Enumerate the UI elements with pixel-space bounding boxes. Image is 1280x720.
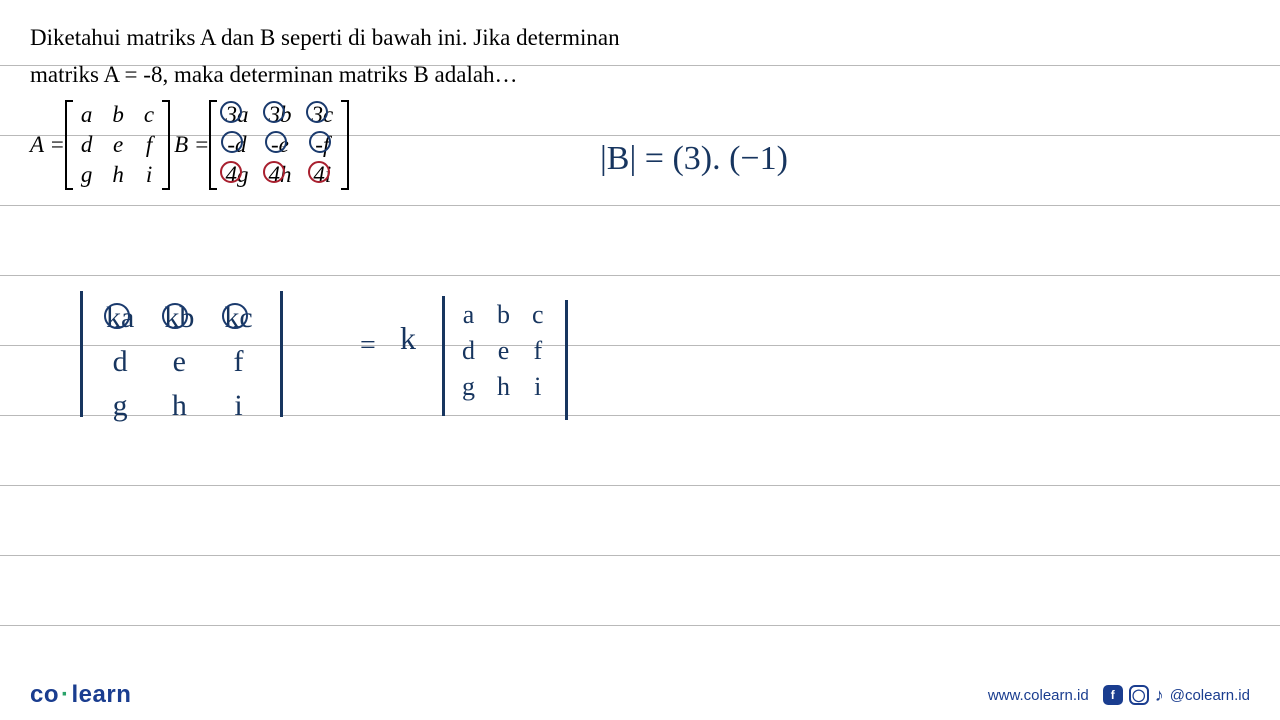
tiktok-icon: ♪ [1155,685,1164,706]
matrix-b: 3a 3b 3c -d -e -f 4g 4h 4i [215,100,343,190]
footer-handle: @colearn.id [1170,687,1250,704]
problem-line1: Diketahui matriks A dan B seperti di baw… [30,20,1250,57]
instagram-icon: ◯ [1129,685,1149,705]
social-icons: f ◯ ♪ @colearn.id [1103,685,1250,706]
handwriting-k: k [400,320,416,357]
matrix-definitions: A = abc def ghi B = 3a 3b 3c [30,100,1250,190]
matrix-b-label: B = [174,132,209,158]
problem-line2: matriks A = -8, maka determinan matriks … [30,57,1250,94]
matrix-a-label: A = [30,132,65,158]
brand-logo: co·learn [30,681,131,709]
handwriting-small-matrix: abc def ghi [450,296,556,406]
logo-learn: learn [72,681,132,708]
handwriting-big-matrix: ka kb kc d e f g h i [90,295,269,429]
footer: co·learn www.colearn.id f ◯ ♪ @colearn.i… [0,670,1280,720]
logo-dot-icon: · [59,681,72,708]
problem-text: Diketahui matriks A dan B seperti di baw… [30,20,1250,94]
facebook-icon: f [1103,685,1123,705]
handwriting-equals: = [360,330,376,362]
footer-url: www.colearn.id [988,687,1089,704]
logo-co: co [30,681,59,708]
matrix-a: abc def ghi [71,100,164,190]
